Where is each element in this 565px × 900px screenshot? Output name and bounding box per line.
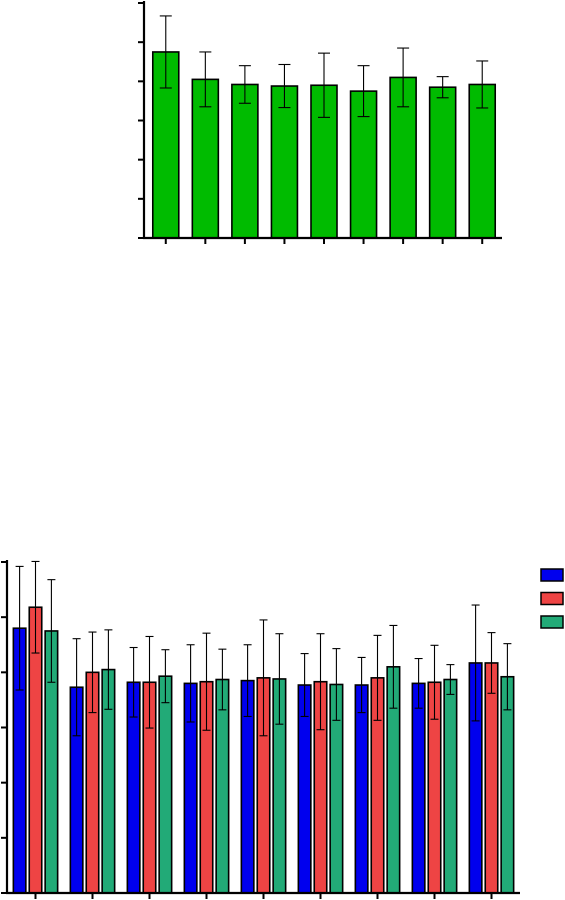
bar	[354, 684, 369, 894]
legend-swatch	[540, 568, 564, 582]
bar	[428, 86, 457, 239]
bar	[411, 682, 426, 894]
chart-2-legend	[540, 568, 564, 629]
bar	[215, 678, 230, 894]
bar	[158, 675, 173, 894]
chart-1	[138, 1, 502, 244]
bar	[443, 678, 458, 894]
bar	[270, 85, 299, 239]
legend-swatch	[540, 591, 564, 606]
chart-2	[1, 560, 520, 899]
bar	[484, 662, 499, 894]
bar	[231, 83, 259, 239]
legend-swatch	[540, 615, 564, 629]
